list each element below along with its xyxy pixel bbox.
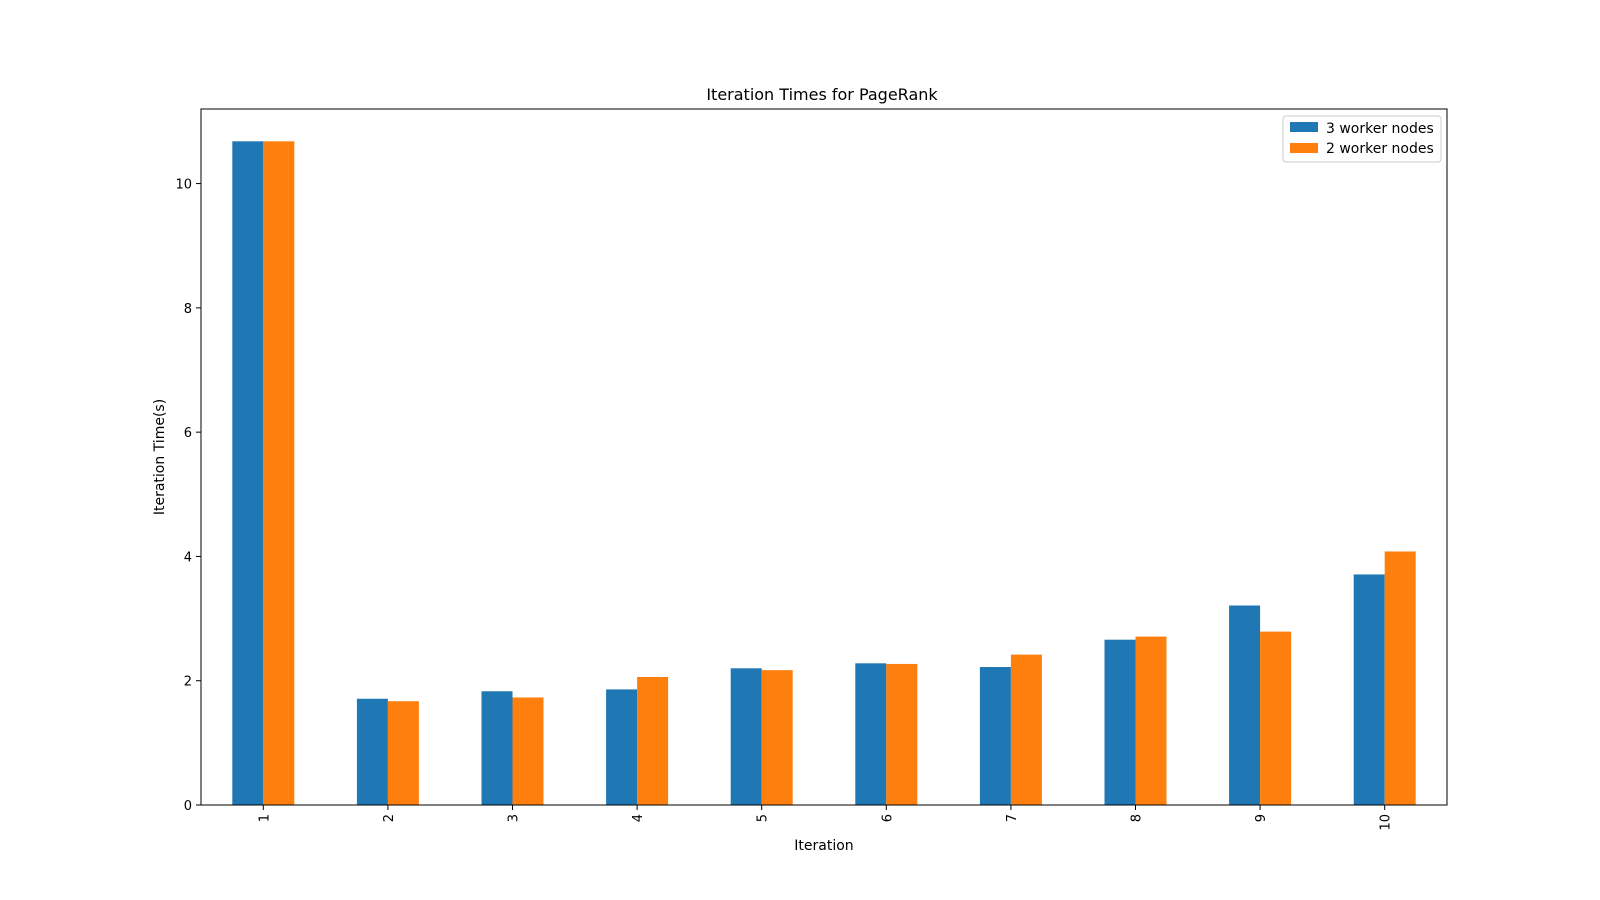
y-axis-label: Iteration Time(s)	[152, 399, 168, 515]
x-tick-label: 6	[880, 814, 895, 822]
legend-label-2-worker-nodes: 2 worker nodes	[1326, 141, 1434, 157]
x-tick-label: 9	[1254, 814, 1269, 822]
plot-frame	[200, 108, 1448, 806]
bar-2-worker-nodes-iter-4	[637, 676, 669, 805]
x-axis-label: Iteration	[794, 838, 853, 854]
bar-3-worker-nodes-iter-2	[356, 698, 388, 805]
x-axis: 1 2 3 4 5 6 7 8 9 10	[257, 805, 1394, 831]
chart-title: Iteration Times for PageRank	[706, 85, 938, 104]
bar-2-worker-nodes-iter-5	[761, 670, 793, 805]
x-tick-label: 8	[1130, 814, 1145, 822]
x-tick-label: 2	[382, 814, 397, 822]
y-tick-label: 4	[184, 550, 192, 565]
x-tick-label: 5	[756, 814, 771, 822]
bar-3-worker-nodes-iter-7	[979, 667, 1011, 805]
bar-2-worker-nodes-iter-8	[1135, 636, 1167, 805]
bar-2-worker-nodes-iter-9	[1260, 631, 1292, 805]
x-tick-label: 7	[1005, 814, 1020, 822]
legend-swatch-2-worker-nodes	[1290, 143, 1318, 153]
bar-2-worker-nodes-iter-1	[263, 141, 295, 805]
legend-box	[1282, 115, 1442, 163]
bar-2-worker-nodes-iter-10	[1384, 551, 1416, 805]
bars-layer	[232, 141, 1416, 805]
y-tick-label: 0	[184, 799, 192, 814]
y-tick-label: 6	[184, 426, 192, 441]
y-axis: 0 2 4 6 8 10	[175, 178, 201, 814]
bar-2-worker-nodes-iter-7	[1010, 654, 1042, 805]
bar-3-worker-nodes-iter-8	[1104, 639, 1136, 805]
bar-3-worker-nodes-iter-1	[232, 141, 264, 805]
y-tick-label: 2	[184, 675, 192, 690]
y-tick-label: 10	[175, 178, 192, 193]
bar-3-worker-nodes-iter-10	[1353, 574, 1385, 805]
x-tick-label: 1	[257, 814, 272, 822]
bar-3-worker-nodes-iter-9	[1229, 605, 1261, 805]
legend-label-3-worker-nodes: 3 worker nodes	[1326, 121, 1434, 137]
bar-2-worker-nodes-iter-3	[512, 697, 544, 805]
x-tick-label: 3	[507, 814, 522, 822]
x-tick-label: 4	[631, 814, 646, 822]
bar-2-worker-nodes-iter-6	[886, 663, 918, 805]
x-tick-label: 10	[1379, 814, 1394, 831]
bar-3-worker-nodes-iter-3	[481, 691, 513, 805]
bar-3-worker-nodes-iter-4	[606, 689, 638, 805]
bar-2-worker-nodes-iter-2	[387, 701, 419, 805]
bar-3-worker-nodes-iter-6	[855, 663, 887, 805]
legend: 3 worker nodes 2 worker nodes	[1282, 115, 1442, 163]
legend-swatch-3-worker-nodes	[1290, 122, 1318, 132]
bar-3-worker-nodes-iter-5	[730, 668, 762, 805]
y-tick-label: 8	[184, 302, 192, 317]
